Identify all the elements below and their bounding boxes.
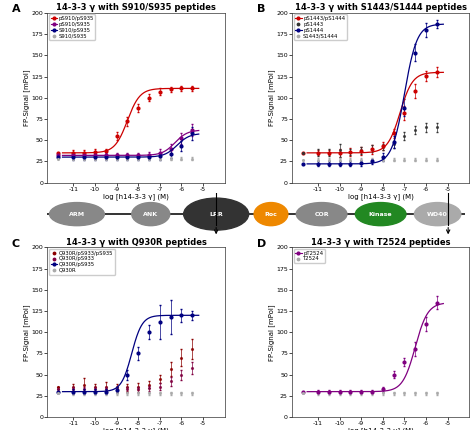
Text: Kinase: Kinase bbox=[369, 212, 392, 217]
Text: B: B bbox=[256, 4, 265, 15]
Ellipse shape bbox=[414, 203, 461, 226]
Ellipse shape bbox=[254, 203, 288, 226]
X-axis label: log [h14-3-3 γ] (M): log [h14-3-3 γ] (M) bbox=[103, 193, 169, 200]
Text: WD40: WD40 bbox=[427, 212, 448, 217]
Text: D: D bbox=[256, 239, 266, 249]
Text: LRR: LRR bbox=[209, 212, 223, 217]
X-axis label: log [h14-3-3 γ] (M): log [h14-3-3 γ] (M) bbox=[348, 428, 414, 430]
Text: ANK: ANK bbox=[143, 212, 158, 217]
Ellipse shape bbox=[183, 198, 249, 230]
Legend: pT2524, T2524: pT2524, T2524 bbox=[293, 249, 325, 263]
X-axis label: log [h14-3-3 γ] (M): log [h14-3-3 γ] (M) bbox=[348, 193, 414, 200]
Y-axis label: FP-Signal [mPol]: FP-Signal [mPol] bbox=[268, 304, 275, 361]
Text: ARM: ARM bbox=[69, 212, 85, 217]
Ellipse shape bbox=[356, 203, 406, 226]
Legend: pS1443/pS1444, pS1443, pS1444, S1443/S1444: pS1443/pS1444, pS1443, pS1444, S1443/S14… bbox=[293, 15, 347, 40]
Title: 14-3-3 γ with S1443/S1444 peptides: 14-3-3 γ with S1443/S1444 peptides bbox=[295, 3, 466, 12]
Legend: Q930R/pS933/pS935, Q930R/pS933, Q930R/pS935, Q930R: Q930R/pS933/pS935, Q930R/pS933, Q930R/pS… bbox=[49, 249, 115, 275]
Text: C: C bbox=[12, 239, 20, 249]
Y-axis label: FP-Signal [mPol]: FP-Signal [mPol] bbox=[23, 69, 30, 126]
X-axis label: log [h14-3-3 γ] (M): log [h14-3-3 γ] (M) bbox=[103, 428, 169, 430]
Y-axis label: FP-Signal [mPol]: FP-Signal [mPol] bbox=[23, 304, 30, 361]
Ellipse shape bbox=[132, 203, 170, 226]
Text: ctrl.: ctrl. bbox=[53, 206, 64, 217]
Text: Roc: Roc bbox=[264, 212, 277, 217]
Title: 14-3-3 γ with Q930R peptides: 14-3-3 γ with Q930R peptides bbox=[65, 238, 207, 247]
Y-axis label: FP-Signal [mPol]: FP-Signal [mPol] bbox=[268, 69, 275, 126]
Title: 14-3-3 γ with T2524 peptides: 14-3-3 γ with T2524 peptides bbox=[311, 238, 450, 247]
Text: ctrl.: ctrl. bbox=[297, 206, 308, 217]
Ellipse shape bbox=[49, 203, 104, 226]
Legend: pS910/pS935, pS910/S935, S910/pS935, S910/S935: pS910/pS935, pS910/S935, S910/pS935, S91… bbox=[49, 15, 95, 40]
Title: 14-3-3 γ with S910/S935 peptides: 14-3-3 γ with S910/S935 peptides bbox=[56, 3, 216, 12]
Ellipse shape bbox=[296, 203, 347, 226]
Text: A: A bbox=[12, 4, 20, 15]
Text: COR: COR bbox=[314, 212, 329, 217]
